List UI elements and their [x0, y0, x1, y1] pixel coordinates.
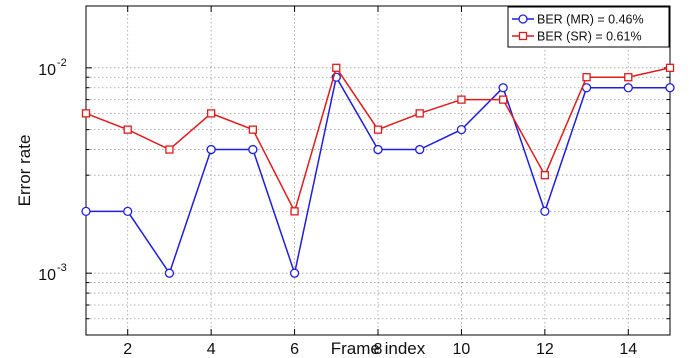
data-point [373, 125, 383, 134]
legend-marker [518, 14, 528, 24]
data-point [248, 125, 258, 134]
data-point [373, 144, 383, 155]
data-point [540, 206, 550, 217]
data-point [540, 171, 550, 180]
y-tick-base: 10 [38, 62, 56, 79]
legend-label: BER (MR) = 0.46% [537, 13, 644, 27]
y-tick-label: 10 -3 [38, 262, 67, 284]
data-point [81, 109, 91, 118]
data-point [457, 95, 466, 104]
x-tick-label: 12 [536, 341, 554, 358]
data-point [498, 83, 508, 93]
data-point [290, 207, 299, 216]
legend-item: BER (SR) = 0.61% [512, 30, 642, 44]
y-tick-exponent: -3 [57, 262, 67, 274]
y-tick-labels: 10-310-2 [38, 57, 67, 284]
data-point [289, 268, 300, 278]
x-tick-label: 8 [374, 341, 383, 358]
data-point [123, 206, 133, 217]
data-point [164, 268, 175, 278]
data-point [81, 206, 91, 217]
y-tick-base: 10 [38, 267, 56, 284]
series-group [81, 63, 675, 278]
data-point [123, 125, 132, 134]
data-point [206, 144, 216, 155]
legend-box [507, 6, 670, 48]
data-point [665, 83, 675, 93]
data-point [415, 109, 424, 118]
y-axis-label: Error rate [15, 135, 34, 207]
x-tick-label: 6 [290, 341, 299, 358]
data-point [665, 63, 675, 72]
x-axis-label: Frame index [331, 339, 426, 358]
data-point [248, 144, 258, 155]
data-point [498, 95, 508, 104]
x-tick-labels: 2 4 6 8 10 12 14 [123, 341, 637, 358]
data-point [332, 63, 341, 72]
data-point [623, 83, 633, 93]
data-point [206, 109, 216, 118]
data-point [582, 73, 591, 82]
legend-label: BER (SR) = 0.61% [537, 30, 642, 44]
data-point [415, 144, 425, 155]
legend-item: BER (MR) = 0.46% [512, 13, 644, 27]
legend: BER (MR) = 0.46% BER (SR) = 0.61% [507, 6, 670, 48]
series-2 [81, 63, 675, 216]
data-point [456, 124, 467, 135]
legend-marker [518, 31, 528, 41]
y-tick-label: 10 -2 [38, 57, 67, 79]
data-point [165, 145, 174, 154]
x-tick-label: 2 [123, 341, 132, 358]
y-tick-exponent: -2 [57, 57, 67, 69]
x-tick-label: 14 [619, 341, 637, 358]
data-point [624, 73, 633, 82]
x-tick-label: 4 [207, 341, 216, 358]
x-tick-label: 10 [453, 341, 471, 358]
series-1 [81, 72, 675, 278]
grid-lines [86, 6, 670, 335]
